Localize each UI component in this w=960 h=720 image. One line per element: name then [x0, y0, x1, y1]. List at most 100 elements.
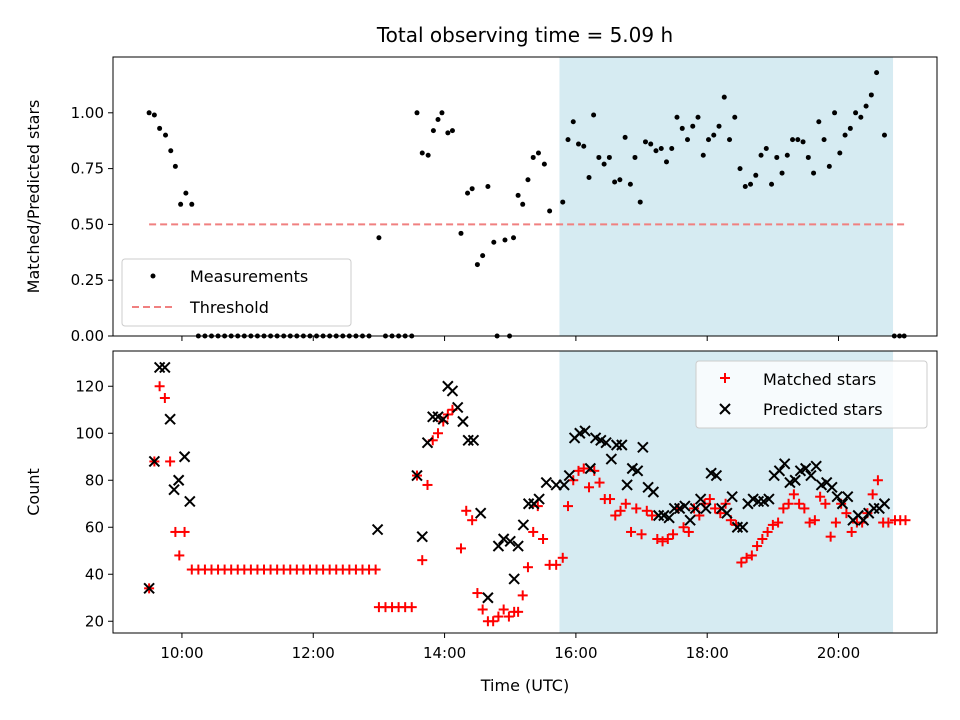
bottom-panel-legend: Matched stars Predicted stars: [695, 360, 928, 429]
data-point: [433, 428, 444, 439]
data-point: [148, 455, 161, 468]
data-point: [594, 477, 605, 488]
data-point: [825, 531, 836, 542]
data-point: [799, 503, 810, 514]
data-point: [184, 495, 196, 508]
y-tick-label: 0.00: [71, 327, 104, 345]
data-point: [146, 110, 152, 116]
data-point: [469, 186, 475, 192]
data-point: [841, 490, 854, 503]
data-point: [778, 458, 791, 470]
data-point: [763, 493, 775, 505]
data-point: [690, 123, 696, 129]
data-point: [648, 141, 654, 147]
data-point: [622, 134, 628, 140]
data-point: [179, 526, 190, 537]
data-point: [449, 128, 455, 134]
data-point: [589, 465, 600, 476]
y-tick-label: 100: [75, 424, 104, 442]
data-point: [168, 483, 180, 496]
data-point: [172, 163, 178, 169]
top-panel-legend: Measurements Threshold: [121, 258, 352, 327]
data-point: [578, 463, 589, 474]
data-point: [841, 508, 852, 519]
data-point: [573, 465, 584, 476]
data-point: [679, 125, 685, 131]
series-measurements: [146, 70, 907, 339]
data-point: [502, 237, 508, 243]
data-point: [513, 606, 524, 617]
data-point: [600, 436, 612, 449]
y-tick-label: 1.00: [71, 104, 104, 122]
data-point: [804, 517, 815, 528]
data-point: [528, 526, 539, 537]
data-point: [563, 501, 574, 512]
data-point: [488, 616, 499, 627]
data-point: [736, 557, 747, 568]
data-point: [810, 460, 822, 472]
data-point: [503, 611, 514, 622]
data-point: [631, 503, 642, 514]
data-point: [867, 489, 878, 500]
data-point: [154, 381, 165, 392]
data-point: [560, 199, 566, 205]
top-panel: 0.00 0.25 0.50 0.75 1.00 Matched/Predicted s…: [24, 56, 938, 345]
data-point: [370, 564, 381, 575]
chart-title: Total observing time = 5.09 h: [376, 23, 673, 47]
data-point: [657, 536, 668, 547]
data-point: [662, 534, 673, 544]
data-point: [174, 550, 185, 561]
data-point: [520, 201, 526, 207]
data-point: [637, 441, 649, 454]
predicted-marker-shape: [719, 403, 731, 415]
data-point: [769, 181, 775, 187]
data-point: [647, 486, 660, 498]
data-point: [800, 139, 806, 145]
data-point: [878, 498, 891, 510]
data-point: [678, 522, 689, 533]
top-panel-x-ticks: [181, 336, 840, 341]
data-point: [788, 489, 799, 500]
data-point: [784, 152, 790, 158]
y-tick-label: 120: [75, 377, 104, 395]
data-point: [716, 123, 722, 129]
x-tick-label: 20:00: [817, 644, 860, 662]
data-point: [706, 137, 712, 143]
data-point: [451, 401, 464, 414]
bottom-panel-frame: [112, 350, 938, 634]
data-point: [668, 529, 679, 540]
data-point: [620, 498, 631, 509]
data-point: [525, 177, 531, 183]
data-point: [763, 146, 769, 152]
data-point: [617, 177, 623, 183]
legend-matched-marker: [720, 373, 730, 383]
data-point: [831, 490, 843, 503]
data-point: [159, 361, 171, 374]
legend-measurements-label: Measurements: [190, 267, 308, 286]
data-point: [612, 179, 618, 185]
data-point: [183, 190, 189, 196]
data-point: [417, 555, 428, 566]
data-point: [762, 526, 773, 537]
data-point: [422, 479, 433, 490]
data-point: [430, 128, 436, 134]
data-point: [711, 132, 717, 138]
data-point: [727, 137, 733, 143]
data-point: [164, 413, 176, 425]
data-point: [163, 132, 169, 138]
data-point: [586, 175, 592, 181]
data-point: [480, 253, 486, 259]
data-point: [581, 143, 587, 149]
data-point: [170, 526, 181, 537]
data-point: [778, 503, 789, 514]
data-point: [872, 475, 883, 486]
data-point: [741, 552, 752, 563]
data-point: [773, 465, 786, 477]
data-point: [570, 119, 576, 125]
data-point: [584, 482, 595, 493]
top-panel-y-label: Matched/Predicted stars: [24, 100, 43, 294]
data-point: [805, 154, 811, 160]
data-point: [684, 514, 696, 526]
data-point: [805, 469, 817, 482]
observing-window-shade: [559, 57, 894, 336]
